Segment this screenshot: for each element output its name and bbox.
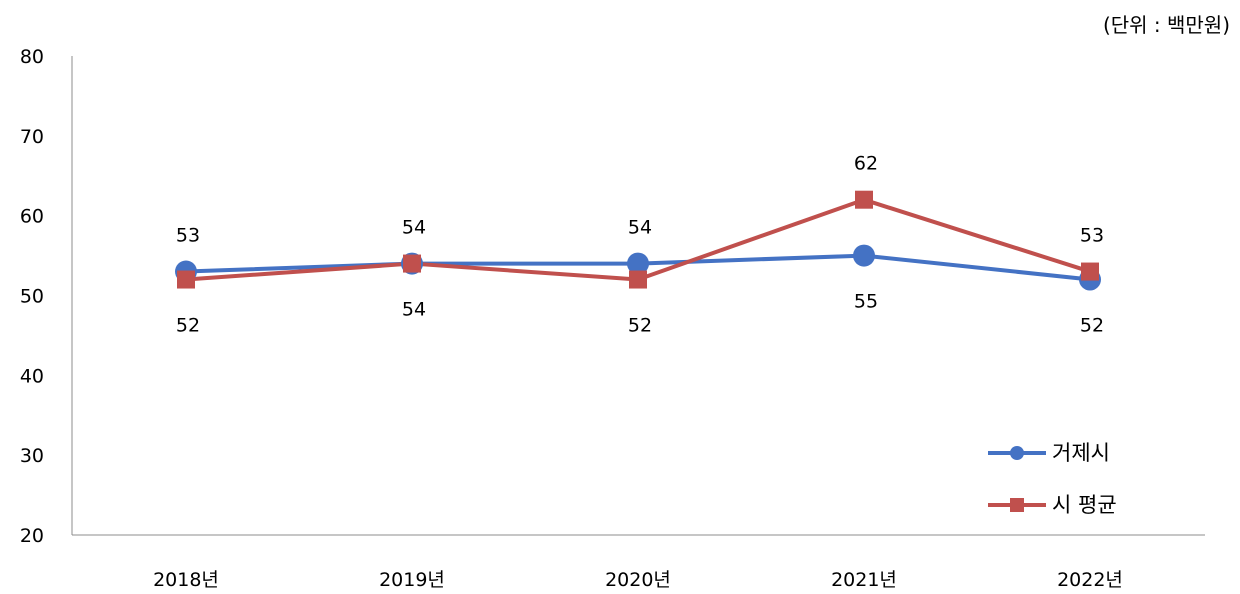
data-label: 54: [628, 217, 652, 239]
x-tick-label: 2019년: [379, 569, 445, 591]
data-point-square: [855, 190, 873, 209]
y-tick-label: 40: [20, 365, 44, 387]
data-label: 52: [628, 315, 652, 337]
legend-marker-circle: [1010, 446, 1024, 460]
unit-label: (단위 : 백만원): [1103, 13, 1230, 37]
legend-item-1: 시 평균: [988, 493, 1117, 517]
data-point-square: [403, 254, 421, 273]
data-labels: 53 54 54 55 52 52 54 52 62 53: [176, 153, 1104, 337]
y-tick-label: 30: [20, 445, 44, 467]
y-tick-label: 80: [20, 46, 44, 68]
y-tick-label: 20: [20, 525, 44, 547]
legend: 거제시 시 평균: [988, 441, 1117, 517]
x-tick-label: 2018년: [153, 569, 219, 591]
x-tick-label: 2020년: [605, 569, 671, 591]
legend-marker-square: [1010, 498, 1024, 512]
data-label: 53: [1080, 225, 1104, 247]
x-tick-label: 2021년: [831, 569, 897, 591]
data-point-square: [629, 270, 647, 289]
data-point-square: [1081, 262, 1099, 281]
legend-label-0: 거제시: [1052, 441, 1110, 465]
y-tick-label: 60: [20, 206, 44, 228]
legend-item-0: 거제시: [988, 441, 1110, 465]
x-tick-labels: 2018년 2019년 2020년 2021년 2022년: [153, 569, 1123, 591]
y-tick-labels: 20 30 40 50 60 70 80: [20, 46, 44, 547]
series-layer: [175, 190, 1101, 291]
data-label: 54: [402, 299, 426, 321]
data-label: 53: [176, 225, 200, 247]
y-tick-label: 50: [20, 286, 44, 308]
y-tick-label: 70: [20, 126, 44, 148]
data-point-circle: [627, 252, 649, 275]
data-label: 54: [402, 217, 426, 239]
data-point-square: [177, 270, 195, 289]
x-tick-label: 2022년: [1057, 569, 1123, 591]
legend-label-1: 시 평균: [1052, 493, 1117, 517]
data-label: 55: [854, 291, 878, 313]
data-point-circle: [853, 244, 875, 267]
data-label: 52: [1080, 315, 1104, 337]
data-label: 62: [854, 153, 878, 175]
data-label: 52: [176, 315, 200, 337]
